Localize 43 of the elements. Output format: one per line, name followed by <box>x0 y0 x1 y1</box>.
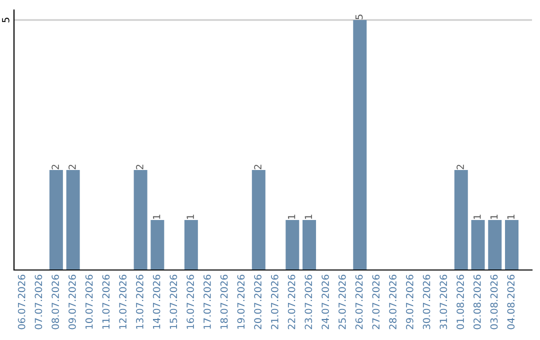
data-label: 1 <box>474 214 481 219</box>
data-label: 1 <box>507 214 514 219</box>
data-label: 1 <box>304 214 312 219</box>
x-tick-label: 02.08.2026 <box>473 274 481 330</box>
data-label: 2 <box>52 164 59 170</box>
x-tick-label: 14.07.2026 <box>152 274 160 329</box>
x-tick-label: 11.07.2026 <box>102 274 110 329</box>
x-tick-label: 25.07.2026 <box>338 274 346 330</box>
x-tick-label: 15.07.2026 <box>170 274 178 329</box>
x-tick-label: 06.07.2026 <box>18 274 26 330</box>
x-tick-label: 28.07.2026 <box>389 274 396 330</box>
x-tick-label: 21.07.2026 <box>271 274 278 330</box>
data-label: 1 <box>490 214 498 219</box>
x-tick-label: 07.07.2026 <box>34 274 42 330</box>
x-tick-label: 18.07.2026 <box>220 274 228 329</box>
x-tick-label: 20.07.2026 <box>254 274 262 330</box>
x-tick-label: 16.07.2026 <box>186 274 194 329</box>
x-tick-label: 04.08.2026 <box>507 274 515 330</box>
x-tick-label: 13.07.2026 <box>136 274 144 329</box>
data-label: 1 <box>288 214 296 219</box>
data-label: 2 <box>68 164 76 170</box>
x-tick-label: 26.07.2026 <box>355 274 363 330</box>
x-tick-label: 30.07.2026 <box>422 274 430 330</box>
data-label: 1 <box>153 214 160 219</box>
x-tick-label: 24.07.2026 <box>322 274 329 330</box>
data-label: 1 <box>186 214 194 219</box>
data-label: 2 <box>456 164 464 170</box>
x-tick-label: 09.07.2026 <box>68 274 76 330</box>
x-tick-label: 12.07.2026 <box>119 274 126 329</box>
x-tick-label: 08.07.2026 <box>52 274 60 330</box>
data-label: 2 <box>136 164 144 170</box>
x-tick-label: 01.08.2026 <box>456 274 464 330</box>
x-tick-label: 29.07.2026 <box>406 274 414 330</box>
data-label: 2 <box>254 164 262 170</box>
data-label: 5 <box>355 14 363 20</box>
x-tick-label: 31.07.2026 <box>440 274 448 330</box>
x-tick-label: 27.07.2026 <box>372 274 380 330</box>
x-tick-label: 03.08.2026 <box>490 274 498 330</box>
x-tick-label: 22.07.2026 <box>288 274 296 330</box>
x-tick-label: 19.07.2026 <box>237 274 245 329</box>
x-tick-label: 23.07.2026 <box>304 274 312 330</box>
x-tick-label: 10.07.2026 <box>85 274 93 329</box>
x-tick-label: 17.07.2026 <box>204 274 211 329</box>
